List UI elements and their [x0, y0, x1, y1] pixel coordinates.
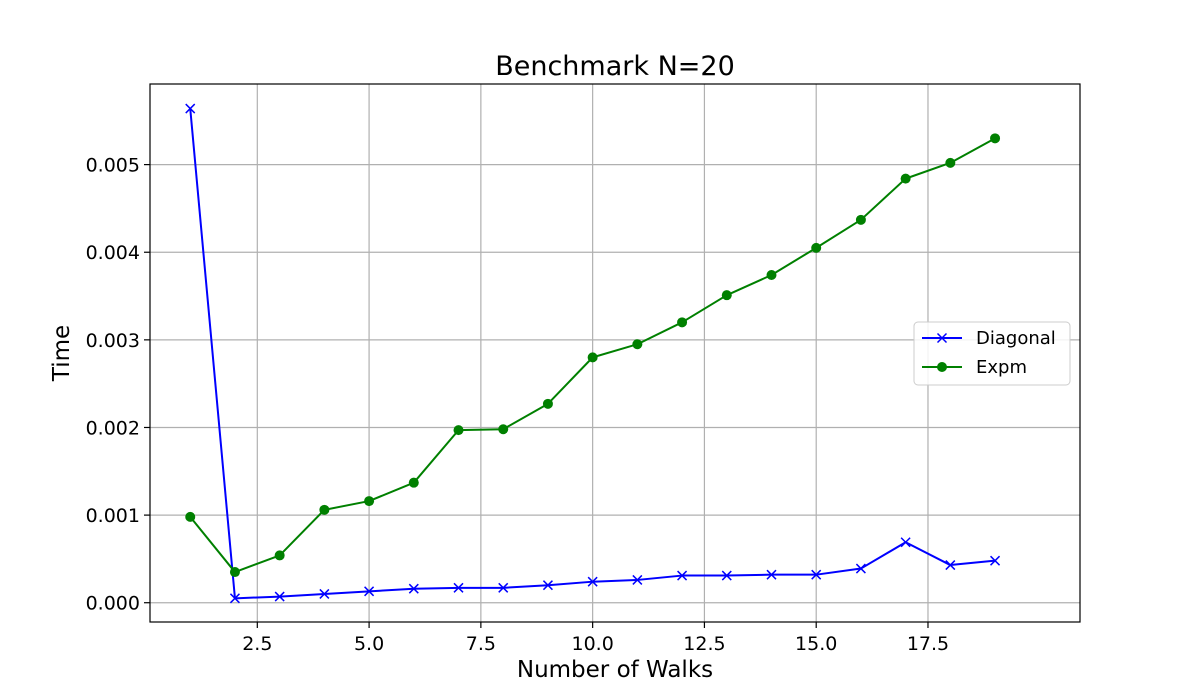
data-point-diagonal	[811, 569, 822, 580]
data-point-diagonal	[632, 574, 643, 585]
data-point-expm	[319, 504, 330, 515]
data-point-expm	[542, 398, 553, 409]
y-tick-label: 0.004	[86, 242, 140, 264]
data-point-expm	[766, 270, 777, 281]
data-point-diagonal	[542, 580, 553, 591]
y-tick-label: 0.001	[86, 505, 140, 527]
chart-title: Benchmark N=20	[495, 51, 735, 82]
data-point-diagonal	[229, 593, 240, 604]
legend-marker-expm	[937, 362, 947, 372]
data-point-expm	[677, 317, 688, 328]
legend: Diagonal Expm	[913, 321, 1071, 386]
series-expm	[185, 133, 1001, 578]
data-point-expm	[900, 173, 911, 184]
data-point-diagonal	[766, 569, 777, 580]
data-point-diagonal	[185, 103, 196, 114]
data-point-diagonal	[587, 576, 598, 587]
x-tick-label: 10.0	[571, 633, 613, 655]
y-tick-label: 0.005	[86, 155, 140, 177]
data-point-diagonal	[677, 570, 688, 581]
data-point-expm	[185, 511, 196, 522]
legend-label-diagonal: Diagonal	[976, 328, 1056, 349]
data-point-expm	[587, 352, 598, 363]
data-point-expm	[990, 133, 1001, 144]
data-point-diagonal	[319, 588, 330, 599]
x-tick-label: 7.5	[466, 633, 496, 655]
series-layer	[185, 103, 1001, 604]
y-axis-label: Time	[49, 325, 75, 382]
y-tick-label: 0.002	[86, 417, 140, 439]
data-point-expm	[945, 157, 956, 168]
series-diagonal	[185, 103, 1001, 604]
data-point-diagonal	[900, 537, 911, 548]
data-point-diagonal	[408, 583, 419, 594]
data-point-expm	[811, 242, 822, 253]
data-point-expm	[364, 496, 375, 507]
plot-frame	[149, 83, 1081, 623]
legend-marker-diagonal	[936, 332, 948, 344]
ticks: 2.5 5.0 7.5 10.0 12.5 15.0 17.5 0.000 0.001 0.002…	[86, 155, 950, 655]
data-point-diagonal	[945, 560, 956, 571]
data-point-expm	[855, 214, 866, 225]
x-tick-label: 12.5	[683, 633, 725, 655]
data-point-diagonal	[364, 586, 375, 597]
data-point-expm	[408, 477, 419, 488]
data-point-diagonal	[721, 570, 732, 581]
data-point-diagonal	[855, 563, 866, 574]
data-point-expm	[721, 290, 732, 301]
data-point-expm	[229, 567, 240, 578]
x-tick-label: 15.0	[795, 633, 837, 655]
y-tick-label: 0.003	[86, 330, 140, 352]
data-point-expm	[453, 425, 464, 436]
x-axis-label: Number of Walks	[517, 657, 713, 683]
data-point-diagonal	[453, 582, 464, 593]
data-point-expm	[632, 339, 643, 350]
data-point-expm	[274, 550, 285, 561]
data-point-diagonal	[990, 555, 1001, 566]
data-point-diagonal	[498, 582, 509, 593]
data-point-expm	[498, 424, 509, 435]
data-point-diagonal	[274, 591, 285, 602]
x-tick-label: 5.0	[354, 633, 384, 655]
y-tick-label: 0.000	[86, 593, 140, 615]
legend-label-expm: Expm	[976, 357, 1027, 378]
x-tick-label: 17.5	[907, 633, 949, 655]
x-tick-label: 2.5	[242, 633, 272, 655]
